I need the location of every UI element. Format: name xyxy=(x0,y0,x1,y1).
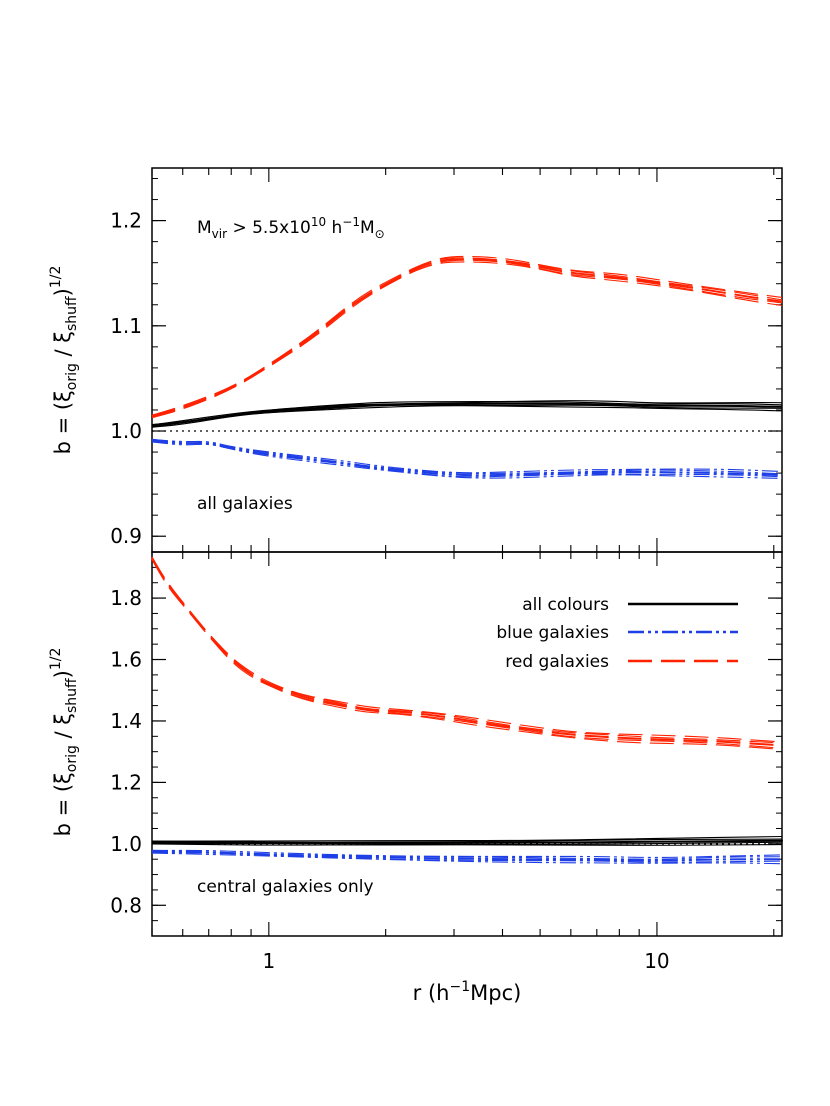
legend-text-red-galaxies: red galaxies xyxy=(505,652,609,672)
bottom-series-blue-galaxies-line-2 xyxy=(151,849,783,860)
xlabel-pre: r (h xyxy=(413,981,450,1005)
bottom-series-all-colours-line-4 xyxy=(151,835,783,842)
mass-m2: M xyxy=(360,218,375,238)
top-series-blue-galaxies-line-4 xyxy=(151,438,783,474)
top-series-blue-galaxies-line-0 xyxy=(151,439,783,477)
bottom-series xyxy=(151,556,784,865)
x-tick-label-1: 10 xyxy=(644,949,669,973)
top-ylabel-sup: 1/2 xyxy=(48,266,64,289)
bottom-series-blue-galaxies-line-1 xyxy=(151,852,783,863)
top-series-red-galaxies-line-4 xyxy=(151,255,783,416)
top-series-all-colours-line-3 xyxy=(151,405,783,428)
x-axis-label: r (h−1Mpc) xyxy=(413,979,522,1005)
bottom-series-all-colours-line-0 xyxy=(151,839,784,845)
mass-sun-sub: ⊙ xyxy=(375,227,385,241)
xlabel-post: Mpc) xyxy=(470,981,521,1005)
bottom-plot-frame xyxy=(151,551,783,937)
mass-h: h xyxy=(326,218,342,238)
top-series-blue-galaxies-line-2 xyxy=(151,438,783,475)
bottom-series-all-colours-line-1 xyxy=(151,841,783,845)
bottom-y-tick-label-0: 0.8 xyxy=(110,893,142,917)
bottom-series-red-galaxies-line-3 xyxy=(151,559,783,751)
top-ylabel-pre: b = (ξ xyxy=(51,390,75,454)
top-series-red-galaxies-line-0 xyxy=(151,258,783,418)
bottom-series-red-galaxies-line-4 xyxy=(151,556,783,743)
mass-op: > 5.5x10 xyxy=(227,218,311,238)
bottom-ticks: 0.8 1.0 1.2 1.4 1.6 1.8 1 10 xyxy=(110,551,782,973)
bottom-ylabel-sub2: shuff xyxy=(64,678,80,713)
mass-m: M xyxy=(197,218,212,238)
top-y-tick-label-1: 1.0 xyxy=(110,419,142,443)
top-series-all-colours-line-1 xyxy=(151,404,783,428)
top-mass-annotation: Mvir > 5.5x1010 h−1M⊙ xyxy=(197,215,385,241)
top-y-axis-label: b = (ξorig / ξshuff)1/2 xyxy=(48,266,80,455)
bottom-panel: 0.8 1.0 1.2 1.4 1.6 1.8 1 10 central galaxies o… xyxy=(48,551,784,1005)
bottom-y-tick-label-1: 1.0 xyxy=(110,832,142,856)
mass-hexp-sup: −1 xyxy=(342,215,360,229)
top-panel: 0.91.01.11.2 Mvir > 5.5x1010 h−1M⊙ all g… xyxy=(48,167,783,553)
bottom-y-tick-label-2: 1.2 xyxy=(110,770,142,794)
top-series-red-galaxies-line-2 xyxy=(151,257,783,416)
top-y-tick-label-0: 0.9 xyxy=(110,524,142,548)
top-series-blue-galaxies-line-1 xyxy=(151,440,783,478)
bottom-panel-label: central galaxies only xyxy=(197,877,374,897)
top-series-blue-galaxies-line-3 xyxy=(151,441,783,479)
top-series-all-colours-line-2 xyxy=(151,401,783,426)
top-ylabel-mid: / ξ xyxy=(51,331,75,363)
bottom-series-all-colours-line-3 xyxy=(151,843,783,846)
bottom-y-tick-label-3: 1.4 xyxy=(110,709,142,733)
top-ylabel-sub2: shuff xyxy=(64,296,80,331)
top-series-red-galaxies-line-3 xyxy=(151,261,783,419)
legend-text-all-colours: all colours xyxy=(522,595,609,615)
top-series-all-colours-line-4 xyxy=(151,400,783,426)
xlabel-sup: −1 xyxy=(449,979,470,995)
top-ylabel-sub1: orig xyxy=(64,363,80,390)
top-series xyxy=(151,255,783,479)
top-ylabel-post: ) xyxy=(51,288,75,296)
bottom-ylabel-mid: / ξ xyxy=(51,713,75,745)
top-panel-label: all galaxies xyxy=(197,494,293,514)
mass-vir-sub: vir xyxy=(212,227,227,241)
bottom-ylabel-post: ) xyxy=(51,670,75,678)
top-ticks: 0.9 1.0 1.1 1.2 xyxy=(110,168,782,552)
mass-exp-sup: 10 xyxy=(311,215,326,229)
legend: all colours blue galaxies red galaxies xyxy=(496,595,738,672)
bottom-ylabel-sub1: orig xyxy=(64,745,80,772)
bottom-y-tick-label-4: 1.6 xyxy=(110,648,142,672)
x-tick-label-0: 1 xyxy=(262,949,275,973)
legend-text-blue-galaxies: blue galaxies xyxy=(496,623,609,643)
bottom-y-axis-label: b = (ξorig / ξshuff)1/2 xyxy=(48,648,80,837)
bottom-series-all-colours-line-2 xyxy=(151,838,783,843)
bottom-ylabel-pre: b = (ξ xyxy=(51,772,75,836)
bottom-series-red-galaxies-line-2 xyxy=(151,556,783,744)
bottom-ylabel-sup: 1/2 xyxy=(48,648,64,671)
top-y-tick-label-3: 1.2 xyxy=(110,209,142,233)
bottom-series-blue-galaxies-line-4 xyxy=(151,849,783,858)
bottom-y-tick-label-5: 1.8 xyxy=(110,586,142,610)
bottom-series-blue-galaxies-line-3 xyxy=(151,852,783,865)
top-y-tick-label-2: 1.1 xyxy=(110,314,142,338)
